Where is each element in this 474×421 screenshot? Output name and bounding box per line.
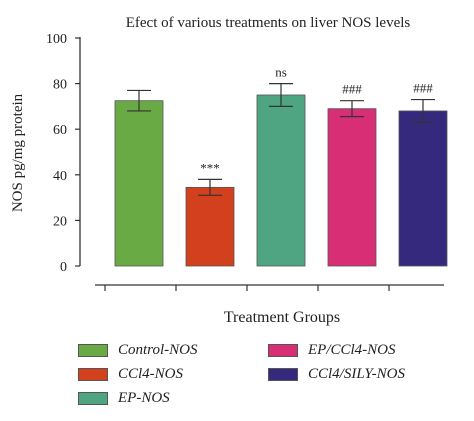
y-axis-label: NOS pg/mg protein: [10, 93, 26, 212]
bar: [256, 94, 306, 267]
y-tick-label: 80: [53, 78, 67, 93]
x-axis-label: Treatment Groups: [224, 309, 340, 326]
y-tick-label: 0: [60, 260, 67, 275]
significance-label: ###: [342, 82, 362, 97]
significance-label: ###: [413, 81, 433, 96]
y-tick-label: 100: [46, 32, 67, 47]
bars: *** ns ### ###: [114, 65, 448, 267]
bar: [185, 186, 235, 267]
y-tick-label: 60: [53, 123, 67, 138]
y-tick-label: 20: [53, 214, 67, 229]
significance-label: ns: [275, 65, 287, 80]
bar: [398, 110, 448, 267]
axes: 0 20 40 60 80 100: [46, 32, 444, 291]
bar: [114, 100, 164, 267]
y-tick-label: 40: [53, 169, 67, 184]
chart-title: Efect of various treatments on liver NOS…: [126, 15, 411, 31]
bar: [327, 108, 377, 267]
significance-label: ***: [200, 160, 220, 175]
